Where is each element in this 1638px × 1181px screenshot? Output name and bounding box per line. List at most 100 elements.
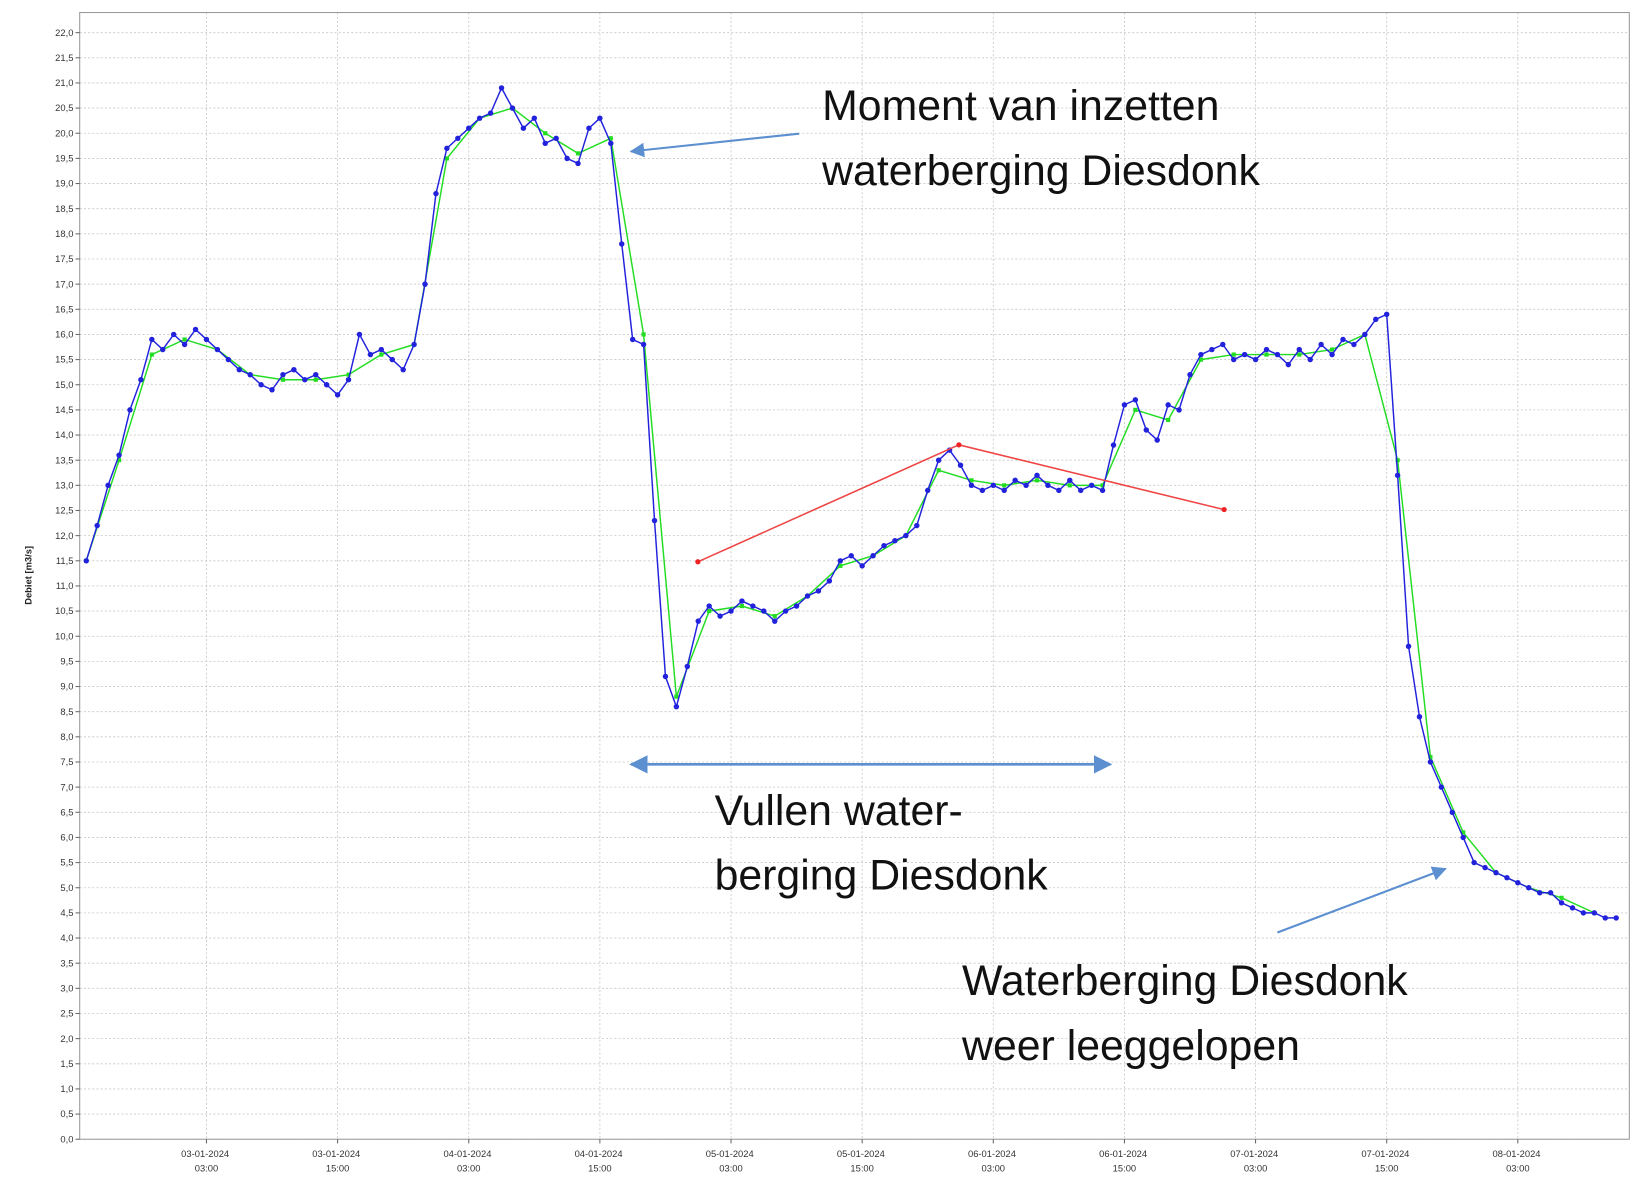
point: [1132, 397, 1139, 403]
y-tick-label: 1,0: [60, 1083, 73, 1094]
point: [455, 135, 461, 141]
annotation: waterberging Diesdonk: [821, 147, 1260, 195]
point: [750, 603, 756, 609]
annotation: Waterberging Diesdonk: [962, 957, 1408, 1005]
point: [1580, 910, 1587, 916]
point: [149, 336, 155, 343]
point: [1602, 915, 1608, 921]
y-tick-label: 19,0: [55, 178, 73, 189]
point: [94, 522, 100, 529]
point: [313, 377, 318, 382]
point: [739, 603, 745, 609]
point: [1591, 910, 1598, 916]
point: [969, 478, 974, 483]
point: [804, 593, 811, 599]
point: [170, 331, 177, 338]
point: [302, 376, 308, 383]
point: [935, 457, 942, 463]
point: [1482, 864, 1488, 871]
y-tick-label: 13,0: [55, 479, 73, 490]
trend-point: [956, 442, 962, 448]
point: [1383, 311, 1390, 318]
point: [575, 151, 581, 156]
point: [116, 458, 122, 463]
point: [707, 609, 712, 614]
point: [1569, 905, 1576, 911]
point: [815, 588, 822, 594]
y-tick-label: 2,0: [60, 1033, 73, 1044]
point: [597, 115, 603, 121]
y-tick-label: 20,0: [55, 127, 73, 138]
x-tick-label: 06-01-2024 03:00: [968, 1148, 1019, 1174]
point: [542, 140, 548, 147]
point: [83, 558, 89, 564]
annotation: Moment van inzetten: [822, 82, 1219, 130]
point: [1088, 482, 1095, 489]
y-tick-label: 14,0: [55, 429, 73, 440]
point: [1351, 341, 1357, 348]
point: [236, 366, 242, 373]
point: [356, 331, 363, 338]
x-tick-label: 07-01-2024 15:00: [1361, 1148, 1412, 1174]
point: [280, 377, 286, 382]
point: [543, 131, 548, 136]
point: [1504, 874, 1510, 881]
point: [793, 603, 800, 609]
y-tick-label: 4,5: [60, 907, 73, 918]
y-tick-label: 20,5: [55, 102, 73, 113]
point: [411, 341, 417, 348]
y-tick-label: 16,0: [55, 329, 73, 340]
point: [782, 608, 789, 614]
x-tick-label: 05-01-2024 15:00: [837, 1148, 888, 1174]
point: [674, 694, 679, 699]
point: [1460, 834, 1466, 841]
point: [1023, 482, 1029, 489]
point: [553, 135, 559, 141]
point: [1449, 809, 1455, 816]
y-axis-label: Debiet [m3/s]: [23, 546, 34, 605]
point: [1067, 477, 1073, 484]
point: [214, 346, 221, 353]
x-tick-label: 07-01-2024 03:00: [1230, 1148, 1281, 1174]
point: [1536, 890, 1543, 896]
point: [1099, 487, 1106, 494]
point: [1438, 784, 1445, 790]
point: [1427, 759, 1434, 765]
series: [83, 85, 1619, 921]
y-tick-label: 5,0: [60, 882, 73, 893]
y-tick-label: 10,0: [55, 630, 73, 641]
point: [1405, 643, 1412, 650]
point: [1165, 402, 1171, 408]
point: [1274, 351, 1281, 358]
grid: [79, 12, 1630, 1140]
point: [345, 376, 352, 383]
point: [1034, 478, 1040, 483]
point: [979, 487, 986, 494]
point: [892, 537, 898, 544]
y-tick-label: 3,0: [60, 982, 73, 993]
point: [1394, 472, 1401, 478]
point: [1297, 352, 1302, 357]
point: [1296, 346, 1302, 353]
point: [181, 341, 188, 348]
y-tick-label: 7,0: [60, 781, 73, 792]
point: [1045, 482, 1051, 489]
point: [1121, 402, 1128, 408]
y-tick-label: 2,5: [60, 1008, 73, 1019]
point: [269, 387, 275, 393]
point: [280, 371, 286, 378]
y-tick-label: 0,0: [60, 1133, 73, 1144]
point: [739, 598, 745, 604]
point: [378, 346, 385, 353]
point: [1362, 331, 1368, 338]
point: [870, 553, 876, 559]
y-tick-label: 5,5: [60, 857, 73, 868]
point: [182, 337, 187, 342]
point: [149, 352, 154, 357]
point: [684, 663, 691, 670]
point: [848, 553, 854, 559]
point: [564, 155, 570, 162]
arrow: [1277, 866, 1447, 934]
